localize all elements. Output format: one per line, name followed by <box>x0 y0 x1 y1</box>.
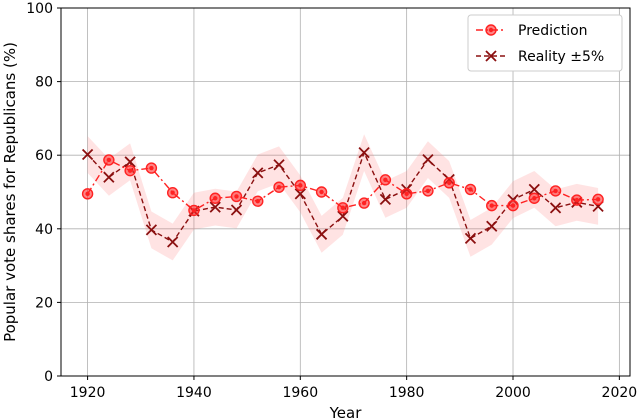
x-tick-label-1980: 1980 <box>389 385 425 401</box>
point-reality-1952 <box>252 167 264 179</box>
legend-entry-reality: Reality ±5% <box>476 49 604 65</box>
point-prediction-1924 <box>103 154 115 166</box>
y-tick-label-60: 60 <box>35 148 53 164</box>
x-axis-label: Year <box>329 404 363 420</box>
legend-marker-shape-prediction <box>485 24 497 36</box>
point-prediction-1960 <box>294 179 306 192</box>
point-reality-1924 <box>103 171 115 183</box>
point-prediction-1964 <box>315 186 328 198</box>
plot-frame <box>60 7 631 377</box>
x-tick-label-1940: 1940 <box>176 385 212 401</box>
point-reality-1928 <box>124 156 136 168</box>
legend-label-reality: Reality ±5% <box>518 49 604 65</box>
y-tick-label-80: 80 <box>35 75 53 91</box>
point-reality-1968 <box>337 210 349 222</box>
x-tick-label-2020: 2020 <box>602 385 638 401</box>
reality-band <box>87 134 599 261</box>
point-prediction-2008 <box>549 185 562 197</box>
point-prediction-1944 <box>209 192 221 204</box>
point-prediction-1980 <box>400 188 413 200</box>
point-prediction-1972 <box>358 197 370 209</box>
point-reality-1920 <box>81 148 94 161</box>
ticks: 1920 1940 1960 1980 2000 2020 0 20 40 60 80 100 <box>26 1 637 401</box>
point-prediction-2000 <box>507 199 519 212</box>
point-reality-1944 <box>209 201 221 213</box>
point-reality-2004 <box>528 183 540 196</box>
legend-marker-reality <box>485 50 497 62</box>
point-prediction-1988 <box>443 177 455 189</box>
point-prediction-2016 <box>592 193 604 206</box>
x-tick-label-1920: 1920 <box>70 385 106 401</box>
point-reality-1984 <box>422 153 434 166</box>
point-prediction-1996 <box>486 199 498 212</box>
point-reality-2008 <box>549 202 562 214</box>
point-reality-1996 <box>486 220 498 232</box>
point-prediction-1948 <box>230 190 243 203</box>
point-reality-1992 <box>464 232 477 245</box>
point-prediction-1932 <box>145 162 158 174</box>
point-prediction-1936 <box>166 187 179 199</box>
point-reality-1972 <box>358 146 370 159</box>
point-reality-1948 <box>230 204 243 216</box>
y-tick-label-20: 20 <box>35 295 53 311</box>
y-tick-label-40: 40 <box>35 222 53 238</box>
point-prediction-1984 <box>422 185 434 197</box>
point-prediction-1920 <box>81 188 94 200</box>
point-reality-1936 <box>167 236 179 248</box>
point-reality-1964 <box>315 228 328 240</box>
legend: Prediction Reality ±5% <box>467 14 623 72</box>
legend-marker-prediction <box>485 24 497 36</box>
point-reality-1932 <box>145 224 158 236</box>
legend-entry-prediction: Prediction <box>476 23 588 39</box>
point-prediction-2012 <box>571 194 583 206</box>
legend-label-prediction: Prediction <box>518 23 588 39</box>
point-reality-1956 <box>273 159 285 171</box>
x-tick-label-2000: 2000 <box>495 385 531 401</box>
point-prediction-1928 <box>124 164 136 177</box>
y-axis-label: Popular vote shares for Republicans (%) <box>1 42 19 342</box>
series-layer <box>81 146 604 248</box>
point-prediction-1940 <box>188 204 200 217</box>
y-tick-label-100: 100 <box>26 1 53 17</box>
point-prediction-1956 <box>273 181 285 193</box>
legend-marker-shape-reality <box>485 50 497 62</box>
point-prediction-1968 <box>337 202 349 214</box>
y-tick-label-0: 0 <box>44 369 53 385</box>
point-prediction-1952 <box>252 195 264 207</box>
point-prediction-1992 <box>464 183 477 196</box>
point-prediction-2004 <box>528 192 540 204</box>
legend-box <box>467 14 623 72</box>
x-tick-label-1960: 1960 <box>282 385 318 401</box>
point-reality-1976 <box>379 193 392 205</box>
point-reality-1960 <box>294 188 306 200</box>
point-prediction-1976 <box>379 174 392 186</box>
